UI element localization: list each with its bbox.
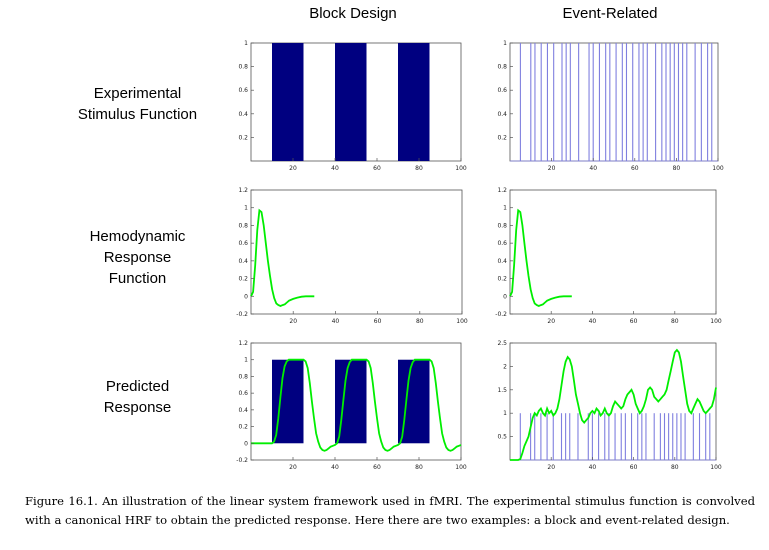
x-tick-label: 80 (416, 318, 424, 325)
x-tick-label: 100 (710, 318, 722, 325)
stimulus-block (398, 43, 430, 161)
y-tick-label: 1 (503, 40, 507, 47)
x-tick-label: 100 (456, 318, 468, 325)
y-tick-label: 0.6 (497, 87, 507, 94)
x-tick-label: 100 (710, 464, 722, 471)
y-tick-label: -0.2 (495, 311, 507, 318)
figure-caption: Figure 16.1. An illustration of the line… (25, 494, 755, 527)
x-tick-label: 40 (589, 165, 597, 172)
block-predicted-plot: 20 40 60 80 100 -0.2 0 0.2 0.4 0.6 0.8 1 1.2 (236, 340, 467, 471)
y-tick-label: 0 (244, 440, 248, 447)
y-tick-label: 1.2 (497, 187, 507, 194)
row-label-stimulus: Experimental Stimulus Function (77, 85, 198, 123)
x-tick-label: 20 (547, 464, 555, 471)
x-tick-label: 40 (331, 165, 339, 172)
y-tick-label: 0 (503, 293, 507, 300)
y-tick-label: 0.2 (238, 134, 248, 141)
column-title-block: Block Design (309, 5, 397, 22)
x-tick-label: 60 (374, 318, 382, 325)
y-tick-label: 0.8 (238, 222, 248, 229)
axes-frame (250, 189, 463, 315)
y-tick-label: 1 (244, 205, 248, 212)
y-tick-label: 1 (503, 205, 507, 212)
y-tick-label: 0.4 (497, 111, 507, 118)
y-tick-label: 0.4 (238, 407, 248, 414)
y-tick-label: -0.2 (236, 311, 248, 318)
y-tick-label: 0.4 (238, 111, 248, 118)
x-tick-label: 60 (631, 165, 639, 172)
x-tick-label: 80 (671, 464, 679, 471)
y-tick-label: 0.8 (497, 222, 507, 229)
row-label-predicted: Predicted Response (103, 378, 172, 416)
event-stimulus-plot: 20 40 60 80 100 0.2 0.4 0.6 0.8 1 (497, 40, 724, 172)
x-tick-label: 40 (332, 318, 340, 325)
y-tick-label: 0.6 (497, 240, 507, 247)
y-tick-label: -0.2 (236, 457, 248, 464)
x-tick-label: 100 (455, 464, 467, 471)
response-curve (251, 358, 462, 452)
y-tick-label: 0 (244, 293, 248, 300)
x-tick-label: 80 (415, 464, 423, 471)
y-tick-label: 0.6 (238, 240, 248, 247)
block-stimulus-plot: 20 40 60 80 100 0.2 0.4 0.6 0.8 1 (238, 40, 467, 172)
y-tick-label: 1.2 (238, 187, 248, 194)
x-tick-label: 40 (331, 464, 339, 471)
x-tick-label: 100 (712, 165, 724, 172)
x-tick-label: 80 (673, 165, 681, 172)
axes-frame (509, 189, 717, 315)
axes-frame (509, 42, 719, 162)
column-title-event: Event-Related (562, 5, 658, 22)
y-tick-label: 0.2 (238, 276, 248, 283)
y-tick-label: 0.8 (238, 373, 248, 380)
x-tick-label: 40 (589, 318, 597, 325)
stimulus-block (335, 43, 367, 161)
y-tick-label: 0.8 (497, 64, 507, 71)
x-tick-label: 20 (289, 165, 297, 172)
x-tick-label: 60 (630, 464, 638, 471)
y-tick-label: 0.6 (238, 87, 248, 94)
y-tick-label: 0.2 (238, 424, 248, 431)
block-hrf-plot: 20 40 60 80 100 -0.2 0 0.2 0.4 0.6 0.8 1 1.2 (236, 187, 468, 325)
stimulus-block (272, 43, 304, 161)
x-tick-label: 80 (415, 165, 423, 172)
y-tick-label: 1.2 (238, 340, 248, 347)
x-tick-label: 80 (671, 318, 679, 325)
x-tick-label: 20 (289, 464, 297, 471)
y-tick-label: 0.2 (497, 276, 507, 283)
response-curve (510, 348, 717, 461)
x-tick-label: 20 (289, 318, 297, 325)
y-tick-label: 1 (503, 410, 507, 417)
y-tick-label: 0.4 (238, 258, 248, 265)
x-tick-label: 20 (548, 165, 556, 172)
y-tick-label: 0.6 (238, 390, 248, 397)
y-tick-label: 2.5 (497, 340, 507, 347)
y-tick-label: 1 (244, 357, 248, 364)
response-curve (250, 208, 315, 307)
y-tick-label: 0.4 (497, 258, 507, 265)
x-tick-label: 100 (455, 165, 467, 172)
x-tick-label: 60 (630, 318, 638, 325)
y-tick-label: 1 (244, 40, 248, 47)
x-tick-label: 60 (373, 464, 381, 471)
y-tick-label: 1.5 (497, 387, 507, 394)
event-hrf-plot: 20 40 60 80 100 -0.2 0 0.2 0.4 0.6 0.8 1 1.2 (495, 187, 722, 325)
x-tick-label: 20 (547, 318, 555, 325)
x-tick-label: 40 (589, 464, 597, 471)
y-tick-label: 0.2 (497, 134, 507, 141)
y-tick-label: 0.8 (238, 64, 248, 71)
response-curve (509, 208, 572, 307)
row-label-hrf: Hemodynamic Response Function (89, 228, 186, 287)
event-predicted-plot: 20 40 60 80 100 0.5 1 1.5 2 2.5 (497, 340, 722, 471)
y-tick-label: 2 (503, 363, 507, 370)
y-tick-label: 0.5 (497, 434, 507, 441)
x-tick-label: 60 (373, 165, 381, 172)
